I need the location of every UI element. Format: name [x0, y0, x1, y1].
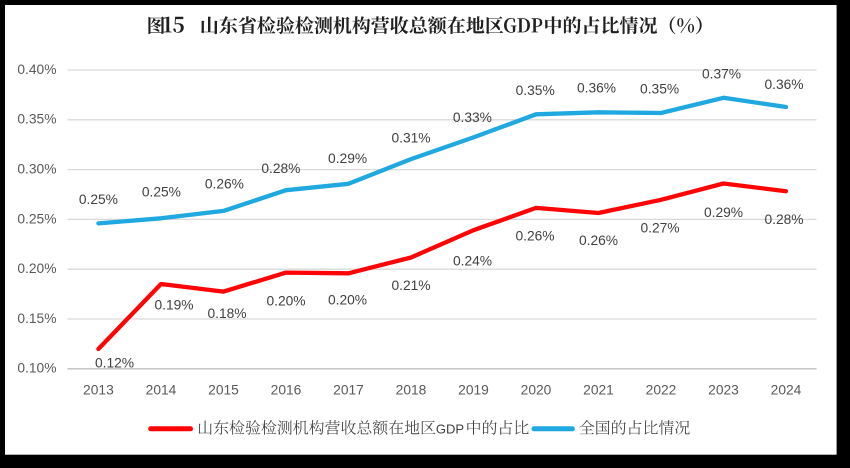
svg-text:2021: 2021: [583, 383, 614, 398]
svg-text:0.20%: 0.20%: [17, 261, 56, 276]
svg-text:0.35%: 0.35%: [640, 82, 679, 97]
svg-text:2013: 2013: [83, 383, 114, 398]
svg-text:0.21%: 0.21%: [391, 278, 430, 293]
svg-text:0.33%: 0.33%: [453, 110, 492, 125]
svg-text:0.28%: 0.28%: [764, 212, 803, 227]
svg-text:0.36%: 0.36%: [577, 81, 616, 96]
svg-text:0.12%: 0.12%: [95, 355, 134, 370]
svg-text:2017: 2017: [333, 383, 364, 398]
svg-text:0.25%: 0.25%: [17, 211, 56, 226]
svg-text:2020: 2020: [521, 383, 552, 398]
svg-text:0.10%: 0.10%: [17, 361, 56, 376]
svg-text:0.19%: 0.19%: [154, 298, 193, 313]
svg-text:0.40%: 0.40%: [17, 62, 56, 77]
svg-text:2024: 2024: [771, 383, 802, 398]
svg-text:0.25%: 0.25%: [79, 192, 118, 207]
svg-text:2019: 2019: [458, 383, 489, 398]
svg-text:2022: 2022: [646, 383, 677, 398]
svg-text:2015: 2015: [208, 383, 239, 398]
svg-text:0.36%: 0.36%: [764, 77, 803, 92]
svg-text:0.26%: 0.26%: [515, 229, 554, 244]
svg-text:2016: 2016: [271, 383, 302, 398]
svg-text:0.35%: 0.35%: [17, 112, 56, 127]
svg-text:0.29%: 0.29%: [704, 205, 743, 220]
svg-text:0.27%: 0.27%: [640, 220, 679, 235]
svg-text:0.37%: 0.37%: [702, 67, 741, 82]
svg-text:0.18%: 0.18%: [207, 306, 246, 321]
svg-text:0.30%: 0.30%: [17, 162, 56, 177]
svg-text:0.35%: 0.35%: [516, 83, 555, 98]
svg-text:0.29%: 0.29%: [328, 151, 367, 166]
svg-text:0.20%: 0.20%: [266, 293, 305, 308]
svg-text:0.26%: 0.26%: [579, 233, 618, 248]
svg-text:0.15%: 0.15%: [17, 311, 56, 326]
svg-text:2023: 2023: [708, 383, 739, 398]
svg-text:0.31%: 0.31%: [391, 130, 430, 145]
svg-text:2018: 2018: [396, 383, 427, 398]
svg-text:2014: 2014: [146, 383, 177, 398]
svg-text:GDP: GDP: [436, 422, 464, 437]
svg-text:0.26%: 0.26%: [205, 177, 244, 192]
svg-text:0.24%: 0.24%: [453, 254, 492, 269]
svg-text:0.25%: 0.25%: [142, 185, 181, 200]
svg-text:0.28%: 0.28%: [261, 161, 300, 176]
svg-text:0.20%: 0.20%: [328, 292, 367, 307]
